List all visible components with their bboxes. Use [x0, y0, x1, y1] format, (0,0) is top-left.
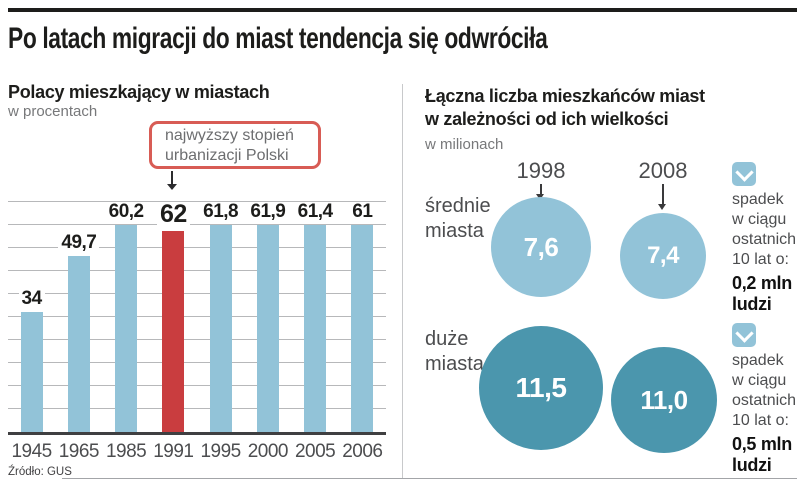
- bubble-chart-unit: w milionach: [425, 136, 504, 153]
- gridline: [8, 293, 386, 294]
- note-line: spadek: [732, 191, 784, 208]
- bar-2006: [351, 225, 374, 432]
- bar-value-label: 34: [18, 288, 45, 308]
- bar-chart: 34 49,7 60,2 62 61,8 61,9: [8, 201, 386, 435]
- note-line: 10 lat o:: [732, 251, 789, 268]
- gridline: [8, 201, 386, 202]
- column-header-2008: 2008: [638, 158, 688, 183]
- column-arrow-stem-2008: [662, 184, 664, 204]
- bubble-value: 7,4: [647, 242, 679, 269]
- bar-slot-1965: 49,7: [55, 202, 102, 432]
- bar-2000: [256, 225, 279, 432]
- note-line: w ciągu: [732, 211, 787, 228]
- decrease-badge-medium: [732, 162, 756, 186]
- bar-1965: [67, 256, 90, 432]
- note-bold-value: 0,5 mln ludzi: [732, 434, 792, 475]
- bar-chart-unit: w procentach: [8, 103, 98, 120]
- bar-1945: [20, 311, 43, 432]
- page-title: Po latach migracji do miast tendencja si…: [8, 22, 548, 55]
- bar-value-label: 61,9: [247, 202, 289, 221]
- gridline: [8, 385, 386, 386]
- annotation-arrow-icon: [167, 184, 177, 190]
- gridline: [8, 408, 386, 409]
- bar-value-label: 61,8: [200, 202, 242, 221]
- x-tick-label: 2005: [294, 441, 336, 462]
- panel-divider: [402, 84, 403, 479]
- note-medium-cities: spadek w ciągu ostatnich 10 lat o: 0,2 m…: [732, 190, 805, 315]
- gridline: [8, 247, 386, 248]
- annotation-line1: najwyższy stopień: [165, 127, 294, 144]
- note-line: 10 lat o:: [732, 412, 789, 429]
- x-tick-label: 1985: [105, 441, 147, 462]
- note-line: spadek: [732, 352, 784, 369]
- column-arrow-stem-1998: [540, 184, 542, 194]
- row-label-line: miasta: [425, 220, 484, 242]
- bubble-chart-title-line1: Łączna liczba mieszkańców miast: [425, 86, 705, 106]
- note-line: ostatnich: [732, 231, 797, 248]
- bar-2005: [304, 225, 327, 432]
- bar-chart-title: Polacy mieszkający w miastach: [8, 82, 270, 102]
- note-large-cities: spadek w ciągu ostatnich 10 lat o: 0,5 m…: [732, 351, 805, 476]
- bar-slot-1991: 62: [150, 202, 197, 432]
- row-label-line: duże: [425, 328, 469, 350]
- bar-slot-1995: 61,8: [197, 202, 244, 432]
- bar-value-label: 49,7: [58, 233, 100, 253]
- bar-1995: [209, 225, 232, 432]
- bar-1991-highlight: [162, 231, 185, 432]
- note-bold-value: 0,2 mln ludzi: [732, 273, 792, 314]
- column-arrow-icon-2008: [658, 204, 666, 210]
- annotation-callout: najwyższy stopień urbanizacji Polski: [149, 121, 321, 169]
- bubble-medium-1998: 7,6: [491, 197, 591, 297]
- x-tick-label: 1945: [11, 441, 52, 462]
- bar-slot-2006: 61: [339, 202, 386, 432]
- bar-value-label: 60,2: [105, 202, 147, 221]
- x-tick-label: 2000: [247, 441, 289, 462]
- x-tick-label: 1991: [153, 441, 194, 462]
- bar-chart-bars: 34 49,7 60,2 62 61,8 61,9: [8, 202, 386, 432]
- gridline: [8, 270, 386, 271]
- annotation-line2: urbanizacji Polski: [165, 147, 289, 164]
- bar-slot-1985: 60,2: [103, 202, 150, 432]
- x-tick-label: 2006: [342, 441, 383, 462]
- note-line: w ciągu: [732, 372, 787, 389]
- gridline: [8, 339, 386, 340]
- bar-chart-x-axis: 1945 1965 1985 1991 1995 2000 2005 2006: [8, 441, 386, 463]
- x-tick-label: 1995: [200, 441, 241, 462]
- note-line: ostatnich: [732, 392, 797, 409]
- chevron-down-icon: [734, 324, 754, 343]
- row-label-large-cities: duże miasta: [425, 327, 484, 377]
- annotation-arrow-stem: [171, 171, 173, 184]
- x-tick-label: 1965: [58, 441, 100, 462]
- chevron-down-icon: [734, 163, 754, 182]
- bubble-medium-2008: 7,4: [620, 213, 706, 299]
- bubble-value: 7,6: [523, 231, 559, 262]
- gridline: [8, 316, 386, 317]
- bubble-value: 11,0: [640, 384, 688, 415]
- bottom-rule: [62, 478, 797, 479]
- row-label-medium-cities: średnie miasta: [425, 194, 491, 244]
- decrease-badge-large: [732, 323, 756, 347]
- gridline: [8, 362, 386, 363]
- bar-chart-grid: [8, 201, 386, 432]
- source-credit: Źródło: GUS: [8, 466, 72, 478]
- row-label-line: średnie: [425, 195, 491, 217]
- bubble-chart-title-line2: w zależności od ich wielkości: [425, 109, 669, 129]
- top-rule: [8, 8, 797, 12]
- bubble-chart-title: Łączna liczba mieszkańców miast w zależn…: [425, 85, 705, 131]
- column-header-1998: 1998: [516, 158, 566, 183]
- bar-value-label: 61: [349, 202, 376, 221]
- bubble-value: 11,5: [515, 372, 567, 403]
- bubble-large-1998: 11,5: [479, 326, 603, 450]
- bar-slot-2000: 61,9: [244, 202, 291, 432]
- gridline: [8, 224, 386, 225]
- bar-1985: [115, 225, 138, 432]
- bar-value-label-highlight: 62: [156, 202, 190, 227]
- row-label-line: miasta: [425, 353, 484, 375]
- bar-slot-1945: 34: [8, 202, 55, 432]
- bubble-large-2008: 11,0: [611, 347, 717, 453]
- bar-slot-2005: 61,4: [292, 202, 339, 432]
- bar-value-label: 61,4: [294, 202, 336, 221]
